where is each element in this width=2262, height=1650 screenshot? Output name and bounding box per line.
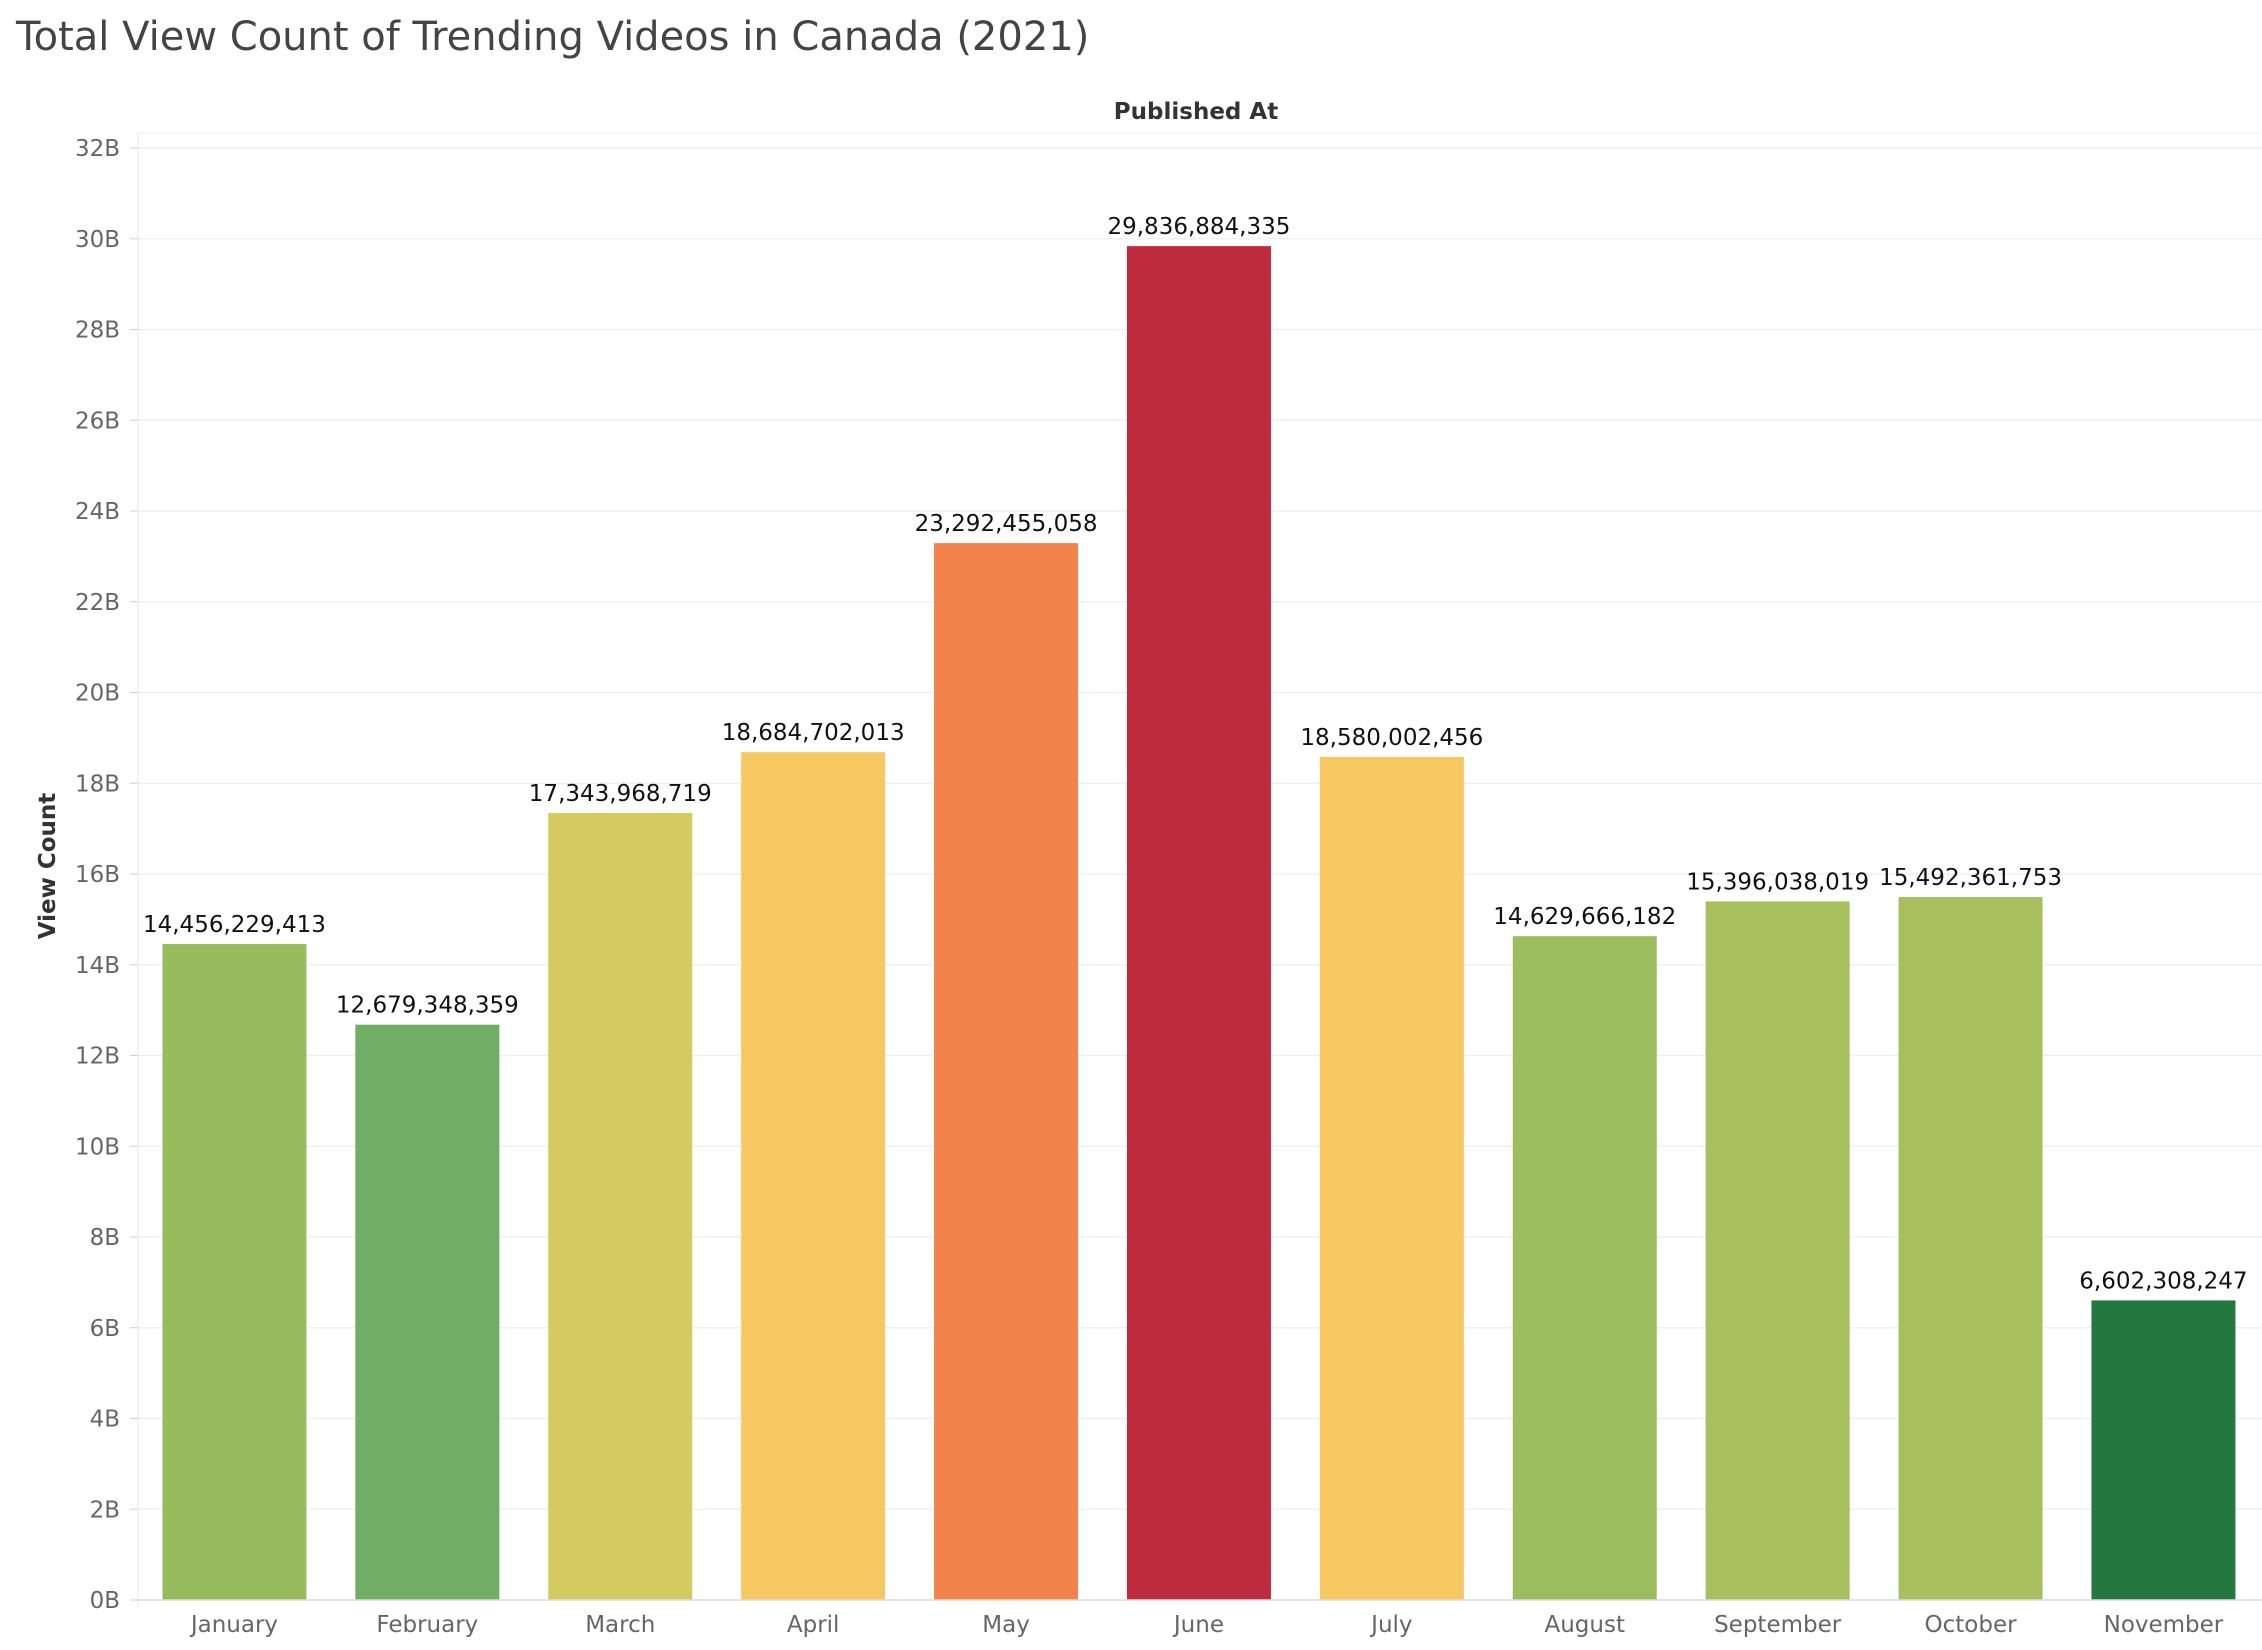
y-tick-label: 24B: [75, 499, 120, 525]
data-label: 14,629,666,182: [1493, 904, 1676, 930]
y-tick-label: 20B: [75, 681, 120, 707]
y-axis-title: View Count: [35, 793, 61, 940]
bar-july: [1319, 756, 1464, 1600]
bar-october: [1898, 897, 2043, 1600]
y-tick-label: 18B: [75, 771, 120, 797]
bar-september: [1705, 901, 1850, 1600]
y-tick-label: 12B: [75, 1044, 120, 1070]
bar-january: [162, 944, 307, 1600]
data-label: 12,679,348,359: [336, 993, 519, 1019]
y-tick-label: 30B: [75, 227, 120, 253]
x-tick-label: November: [2104, 1612, 2224, 1638]
data-label: 14,456,229,413: [143, 912, 326, 938]
y-tick-label: 14B: [75, 953, 120, 979]
y-tick-label: 8B: [90, 1225, 120, 1251]
x-tick-label: April: [787, 1612, 840, 1638]
x-tick-label: May: [982, 1612, 1030, 1638]
y-tick-label: 26B: [75, 408, 120, 434]
y-tick-label: 32B: [75, 136, 120, 162]
y-tick-label: 28B: [75, 318, 120, 344]
data-label: 18,684,702,013: [722, 720, 905, 746]
bar-april: [741, 752, 886, 1600]
y-tick-label: 22B: [75, 590, 120, 616]
data-labels: 14,456,229,413 12,679,348,359 17,343,968,7…: [143, 214, 2248, 1294]
chart-title: Total View Count of Trending Videos in C…: [16, 14, 1090, 60]
column-header: Published At: [1114, 99, 1278, 125]
bar-november: [2091, 1300, 2236, 1600]
data-label: 15,396,038,019: [1686, 869, 1869, 895]
bar-march: [548, 813, 693, 1600]
data-label: 15,492,361,753: [1879, 865, 2062, 891]
bars: [162, 246, 2236, 1600]
bar-june: [1126, 246, 1271, 1600]
x-tick-label: February: [376, 1612, 478, 1638]
data-label: 18,580,002,456: [1300, 725, 1483, 751]
x-tick-label: January: [189, 1612, 278, 1638]
y-tick-label: 4B: [90, 1407, 120, 1433]
x-tick-label: October: [1925, 1612, 2018, 1638]
y-axis: 0B 2B 4B 6B 8B 10B 12B 14B 16B 18B 20B 22B 24B 26B 28B…: [75, 136, 138, 1614]
x-tick-label: August: [1545, 1612, 1626, 1638]
y-tick-label: 10B: [75, 1134, 120, 1160]
x-tick-label: March: [585, 1612, 655, 1638]
y-tick-label: 16B: [75, 862, 120, 888]
y-tick-label: 2B: [90, 1497, 120, 1523]
bar-august: [1512, 936, 1657, 1600]
y-tick-label: 0B: [90, 1588, 120, 1614]
data-label: 29,836,884,335: [1107, 214, 1290, 240]
y-tick-label: 6B: [90, 1316, 120, 1342]
bar-february: [355, 1024, 500, 1600]
x-tick-label: June: [1172, 1612, 1224, 1638]
x-tick-label: July: [1369, 1612, 1412, 1638]
data-label: 17,343,968,719: [529, 781, 712, 807]
x-axis: January February March April May June July Augu…: [138, 1599, 2262, 1638]
x-tick-label: September: [1714, 1612, 1842, 1638]
bar-may: [934, 543, 1079, 1600]
data-label: 23,292,455,058: [915, 511, 1098, 537]
data-label: 6,602,308,247: [2079, 1268, 2247, 1294]
